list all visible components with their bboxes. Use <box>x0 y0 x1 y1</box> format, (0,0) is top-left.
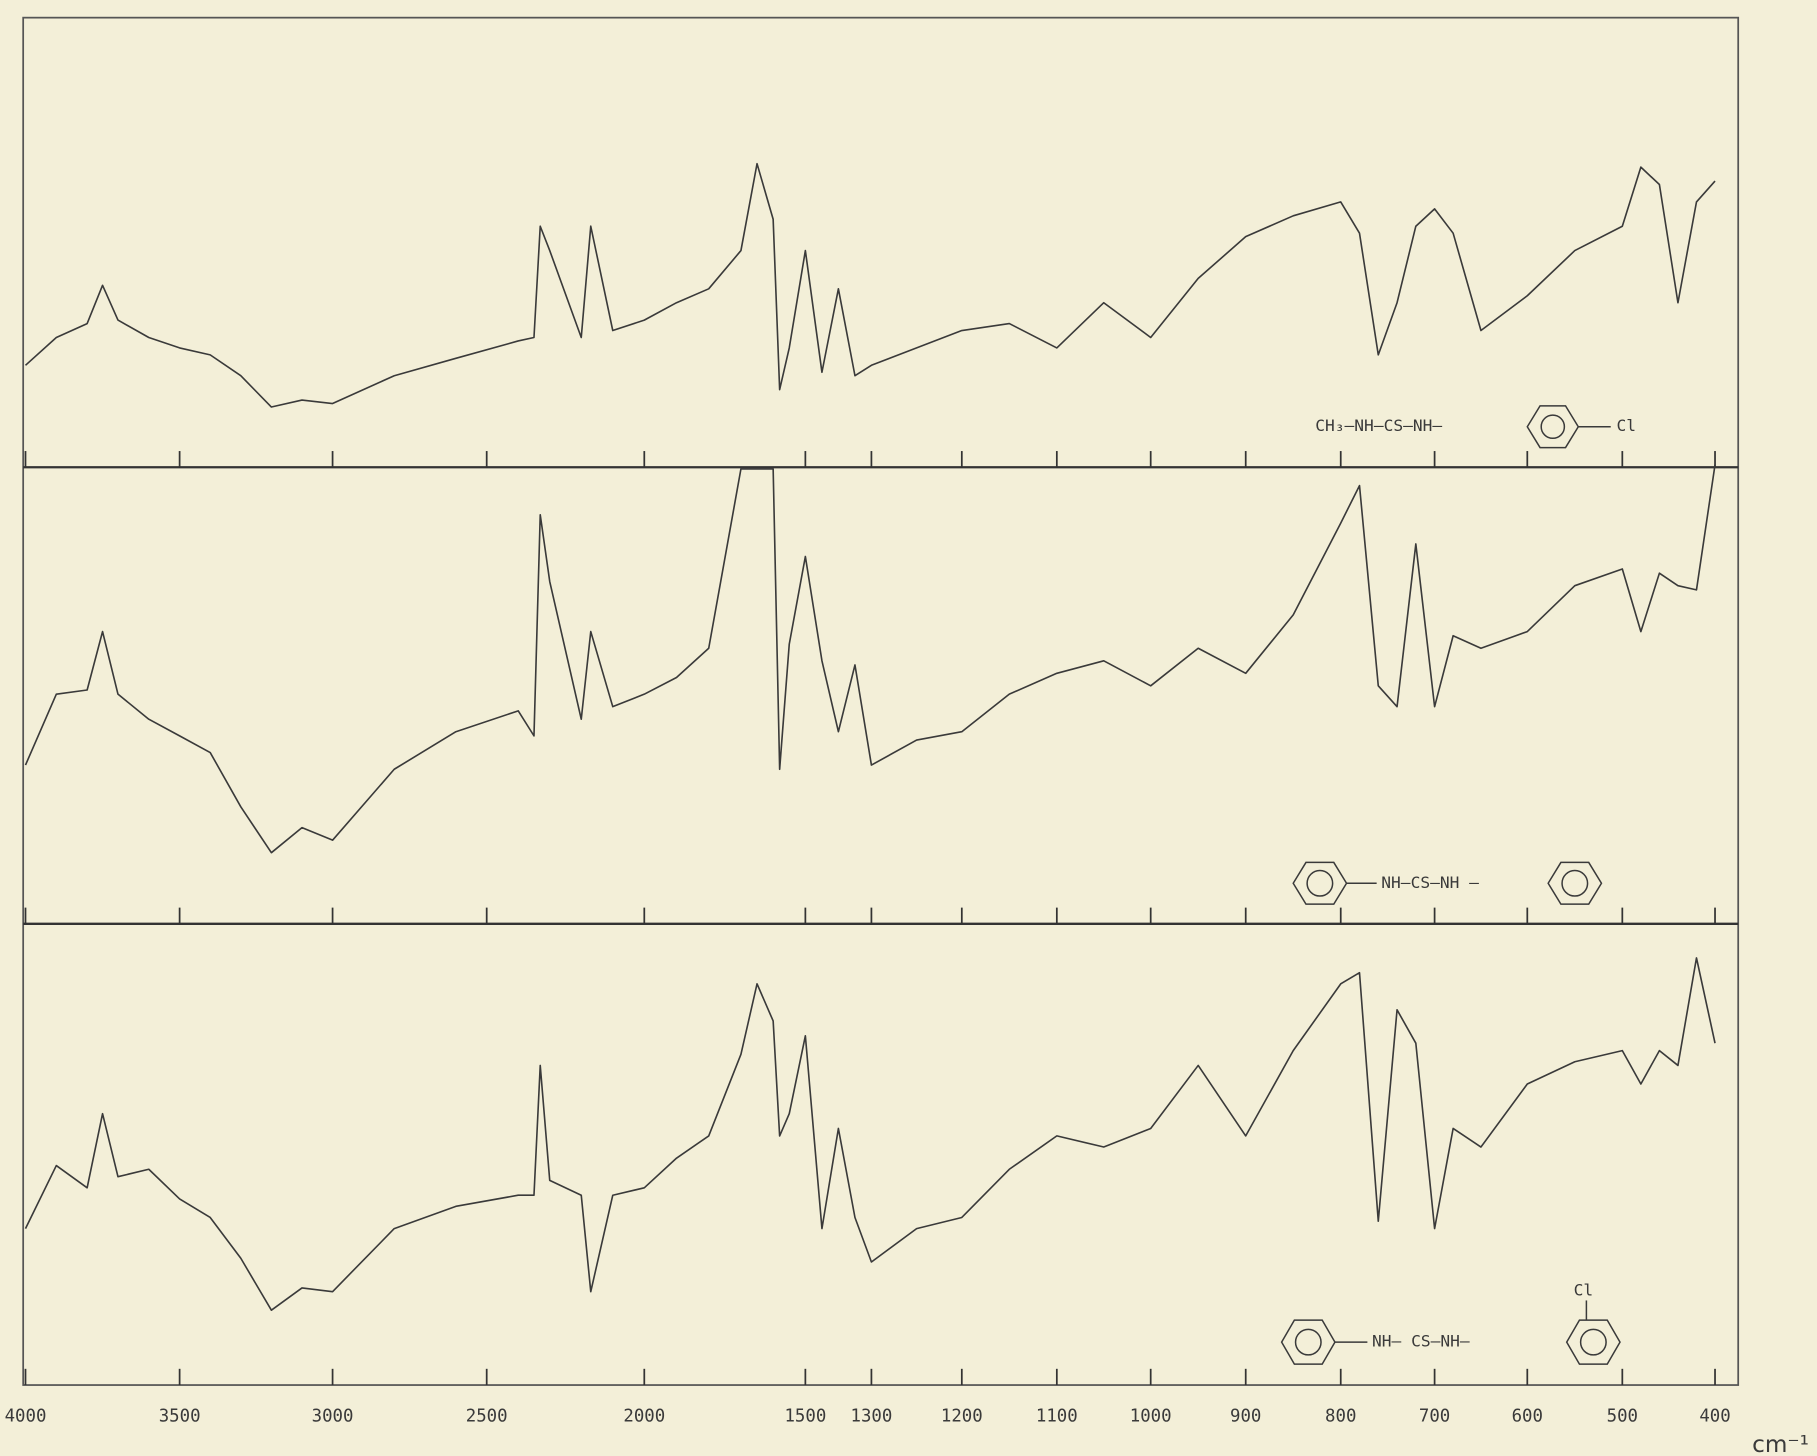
x-tick-label: 2500 <box>466 1406 508 1426</box>
x-tick-label: 700 <box>1419 1406 1450 1426</box>
x-tick-label: 500 <box>1607 1406 1638 1426</box>
x-tick-label: 2000 <box>623 1406 665 1426</box>
x-tick-label: 1300 <box>850 1406 892 1426</box>
x-tick-label: 900 <box>1230 1406 1261 1426</box>
x-tick-label: 3500 <box>159 1406 201 1426</box>
x-tick-label: 1200 <box>941 1406 983 1426</box>
x-tick-label: 1500 <box>784 1406 826 1426</box>
x-tick-label: 1000 <box>1130 1406 1172 1426</box>
x-unit: cm⁻¹ <box>1752 1431 1809 1456</box>
page: CH₃—NH—CS—NH— Cl NH—CS—NH — NH— CS—NH— C… <box>0 0 1817 1456</box>
x-tick-label: 800 <box>1325 1406 1356 1426</box>
structure-text: Cl <box>1617 416 1637 435</box>
x-tick-label: 3000 <box>312 1406 354 1426</box>
chart: CH₃—NH—CS—NH— Cl NH—CS—NH — NH— CS—NH— C… <box>0 0 1817 1456</box>
x-tick-label: 4000 <box>5 1406 47 1426</box>
structure-text: NH— CS—NH— <box>1372 1332 1470 1351</box>
paper <box>0 0 1817 1455</box>
x-tick-label: 400 <box>1699 1406 1730 1426</box>
structure-text: Cl <box>1574 1281 1594 1300</box>
x-tick-label: 1100 <box>1036 1406 1078 1426</box>
structure-text: CH₃—NH—CS—NH— <box>1315 416 1442 435</box>
structure-text: NH—CS—NH — <box>1381 873 1479 892</box>
x-tick-label: 600 <box>1512 1406 1543 1426</box>
